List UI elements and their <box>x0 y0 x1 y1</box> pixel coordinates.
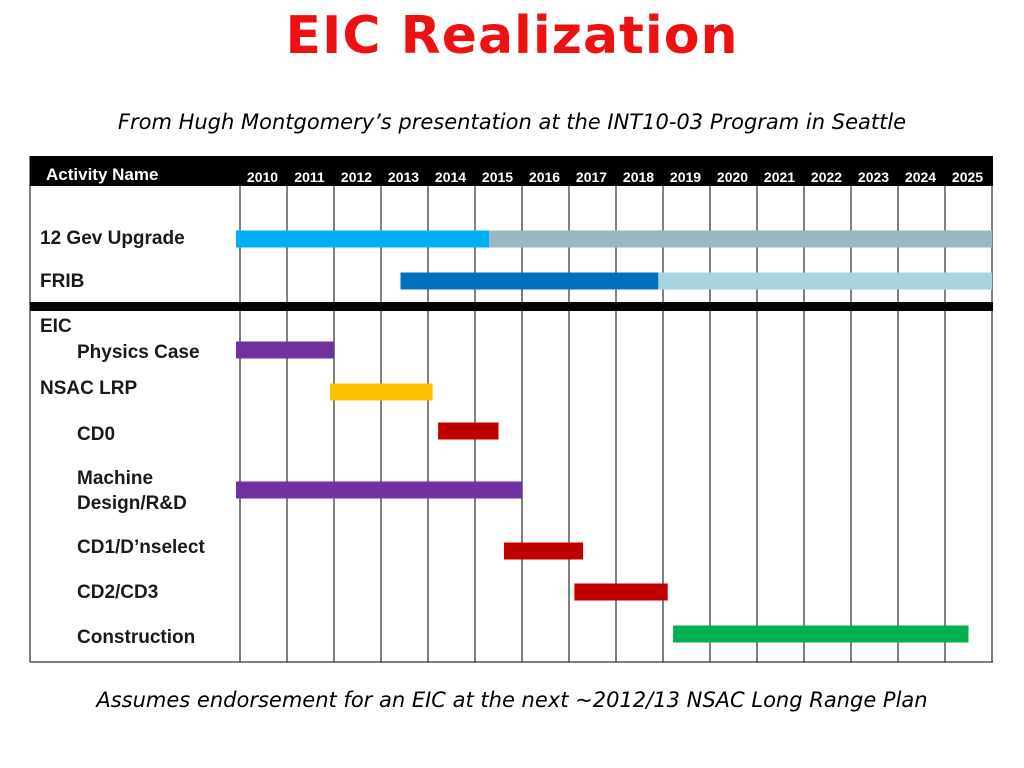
slide-title: EIC Realization <box>285 6 739 66</box>
task-label-cd1: CD1/D’nselect <box>77 537 205 558</box>
task-bar-continuation-12gev <box>489 230 992 248</box>
year-label-2014: 2014 <box>435 169 466 185</box>
year-label-2011: 2011 <box>294 169 325 185</box>
gantt-header <box>30 156 993 186</box>
task-label-frib: FRIB <box>40 271 84 292</box>
task-label-construction: Construction <box>77 627 195 648</box>
header-activity-name: Activity Name <box>46 165 158 184</box>
year-label-2016: 2016 <box>529 169 560 185</box>
year-label-2021: 2021 <box>764 169 795 185</box>
task-label-eic: EIC <box>40 316 72 337</box>
task-bar-cd0 <box>438 422 499 440</box>
year-label-2024: 2024 <box>905 169 936 185</box>
task-bar-continuation-frib <box>658 272 992 290</box>
slide-subtitle: From Hugh Montgomery’s presentation at t… <box>117 110 907 134</box>
task-bar-physics <box>236 341 334 359</box>
task-label-machine: Design/R&D <box>77 493 187 514</box>
year-label-2010: 2010 <box>247 169 278 185</box>
section-separator <box>30 302 993 311</box>
task-bar-machine <box>236 481 522 499</box>
task-bar-12gev <box>236 230 490 248</box>
year-label-2022: 2022 <box>811 169 842 185</box>
year-label-2012: 2012 <box>341 169 372 185</box>
year-label-2025: 2025 <box>952 169 983 185</box>
task-bar-cd2 <box>574 583 668 601</box>
year-label-2015: 2015 <box>482 169 513 185</box>
year-label-2017: 2017 <box>576 169 607 185</box>
task-label-nsac: NSAC LRP <box>40 378 137 399</box>
task-bar-cd1 <box>503 542 584 560</box>
year-label-2013: 2013 <box>388 169 419 185</box>
slide-footnote: Assumes endorsement for an EIC at the ne… <box>96 688 928 712</box>
year-label-2018: 2018 <box>623 169 654 185</box>
task-bar-nsac <box>330 383 433 401</box>
task-label-physics: Physics Case <box>77 342 200 363</box>
year-label-2023: 2023 <box>858 169 889 185</box>
task-bar-frib <box>400 272 659 290</box>
task-label-cd2: CD2/CD3 <box>77 582 158 603</box>
task-bar-construction <box>673 625 969 643</box>
year-label-2020: 2020 <box>717 169 748 185</box>
task-label-cd0: CD0 <box>77 424 115 445</box>
year-label-2019: 2019 <box>670 169 701 185</box>
task-label-machine: Machine <box>77 468 153 489</box>
task-label-12gev: 12 Gev Upgrade <box>40 228 185 249</box>
